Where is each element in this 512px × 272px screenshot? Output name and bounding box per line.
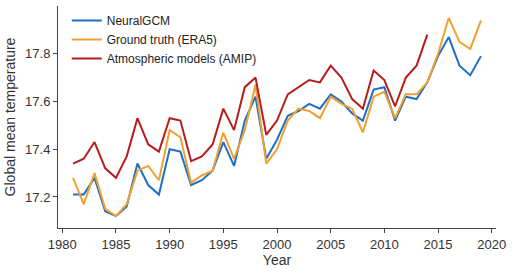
svg-text:17.4: 17.4 (25, 142, 50, 157)
svg-text:17.8: 17.8 (25, 46, 50, 61)
svg-text:1995: 1995 (209, 237, 238, 252)
svg-text:2005: 2005 (316, 237, 345, 252)
svg-text:Ground truth (ERA5): Ground truth (ERA5) (107, 33, 217, 47)
svg-text:Year: Year (263, 252, 292, 268)
svg-text:NeuralGCM: NeuralGCM (107, 14, 170, 28)
svg-text:1985: 1985 (102, 237, 131, 252)
svg-text:2000: 2000 (263, 237, 292, 252)
svg-text:2020: 2020 (477, 237, 506, 252)
svg-text:1980: 1980 (48, 237, 77, 252)
svg-text:Atmospheric models (AMIP): Atmospheric models (AMIP) (107, 52, 256, 66)
svg-text:2010: 2010 (370, 237, 399, 252)
svg-text:1990: 1990 (155, 237, 184, 252)
svg-text:Global mean temperature: Global mean temperature (2, 37, 18, 196)
svg-text:17.2: 17.2 (25, 190, 50, 205)
svg-text:2015: 2015 (424, 237, 453, 252)
svg-text:17.6: 17.6 (25, 94, 50, 109)
